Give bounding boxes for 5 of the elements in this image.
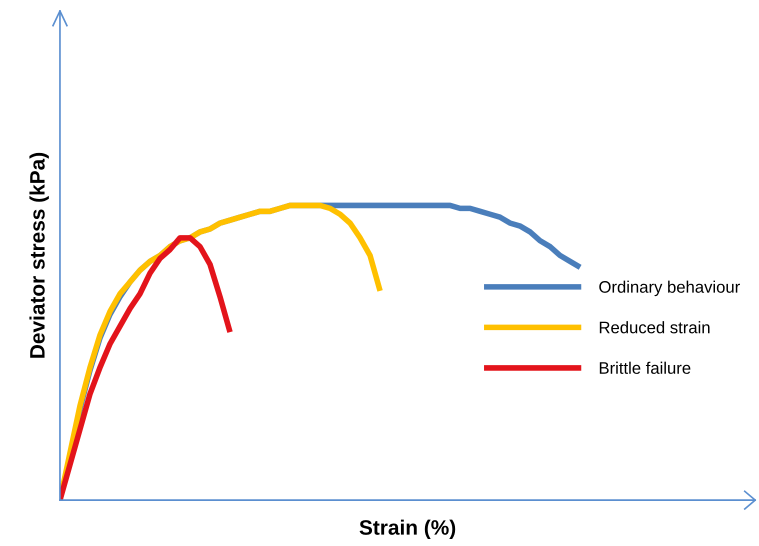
text: Brittle failure <box>600 362 690 374</box>
text: Reduced strain <box>600 321 710 334</box>
x-axis-title: Strain (%) <box>360 520 456 539</box>
series-label: Ordinary behaviour <box>599 280 740 296</box>
y-axis-title: Deviator stress (kPa) <box>29 152 49 358</box>
